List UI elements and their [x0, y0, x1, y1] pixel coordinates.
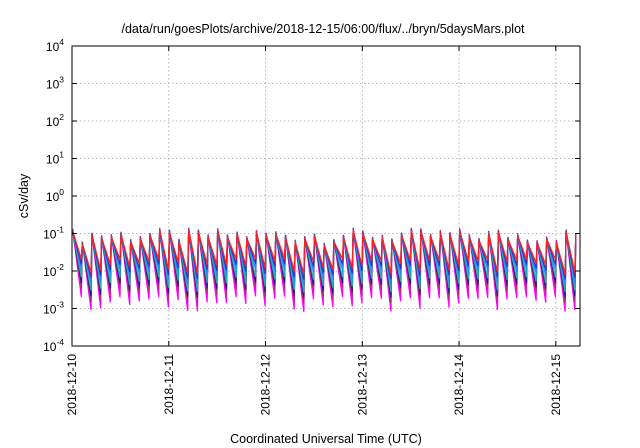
- x-tick-label: 2018-12-12: [259, 354, 273, 416]
- y-tick-label: 101: [46, 150, 64, 167]
- y-axis-label: cSv/day: [17, 173, 31, 218]
- data-series: [71, 227, 577, 313]
- y-tick-label: 102: [46, 112, 64, 129]
- y-tick-label: 104: [46, 37, 64, 54]
- grid-lines: [72, 46, 580, 346]
- x-axis: 2018-12-10 2018-12-11 2018-12-12 2018-12-13…: [65, 46, 563, 415]
- y-tick-label: 10-3: [43, 300, 64, 317]
- y-tick-label: 100: [46, 187, 64, 204]
- y-tick-label: 103: [46, 75, 64, 92]
- chart-title: /data/run/goesPlots/archive/2018-12-15/0…: [121, 22, 525, 36]
- x-tick-label: 2018-12-10: [65, 354, 79, 416]
- y-tick-label: 10-4: [43, 337, 64, 354]
- y-axis: 10-4 10-3 10-2 10-1 100 101 102 103 104: [43, 37, 580, 354]
- y-tick-label: 10-2: [43, 262, 64, 279]
- y-tick-label: 10-1: [43, 225, 64, 242]
- x-axis-label: Coordinated Universal Time (UTC): [230, 432, 422, 446]
- x-tick-label: 2018-12-13: [355, 354, 369, 416]
- series-line: [71, 229, 577, 275]
- x-tick-label: 2018-12-15: [549, 354, 563, 416]
- x-tick-label: 2018-12-14: [452, 354, 466, 416]
- x-tick-label: 2018-12-11: [162, 354, 176, 415]
